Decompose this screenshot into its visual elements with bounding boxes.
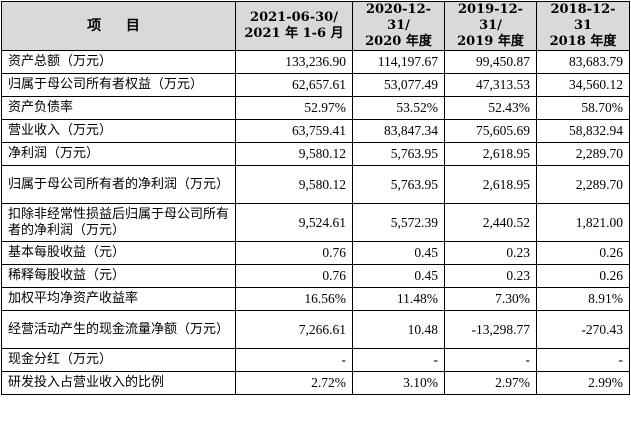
cell-value: 1,821.00 — [536, 203, 630, 242]
cell-value: 5,572.39 — [352, 203, 445, 242]
table-row: 净利润（万元） 9,580.12 5,763.95 2,618.95 2,289… — [1, 142, 630, 166]
cell-value: 47,313.53 — [444, 73, 537, 97]
row-label: 研发投入占营业收入的比例 — [1, 371, 236, 395]
header-col-2021h1: 2021-06-30/ 2021 年 1-6 月 — [235, 1, 353, 51]
cell-value: 11.48% — [352, 287, 445, 311]
financial-summary-table: 项 目 2021-06-30/ 2021 年 1-6 月 2020-12-31/… — [1, 1, 630, 395]
row-label: 稀释每股收益（元） — [1, 264, 236, 288]
row-label: 资产总额（万元） — [1, 50, 236, 74]
cell-value: 9,524.61 — [235, 203, 353, 242]
cell-value: 58,832.94 — [536, 119, 630, 143]
header-col-line2: 2019 年度 — [457, 34, 524, 49]
cell-value: 2,618.95 — [444, 165, 537, 204]
cell-value: 52.97% — [235, 96, 353, 120]
cell-value: 63,759.41 — [235, 119, 353, 143]
cell-value: 2,289.70 — [536, 165, 630, 204]
header-col-2019: 2019-12-31/ 2019 年度 — [444, 1, 537, 51]
header-col-line2: 2018 年度 — [549, 34, 617, 49]
header-col-line2: 2020 年度 — [365, 34, 432, 49]
cell-value: -270.43 — [536, 310, 630, 349]
table-row: 扣除非经常性损益后归属于母公司所有者的净利润（万元） 9,524.61 5,57… — [1, 203, 630, 242]
cell-value: 0.45 — [352, 241, 445, 265]
cell-value: 2,440.52 — [444, 203, 537, 242]
row-label: 经营活动产生的现金流量净额（万元） — [1, 310, 236, 349]
cell-value: 83,683.79 — [536, 50, 630, 74]
table-row: 归属于母公司所有者权益（万元） 62,657.61 53,077.49 47,3… — [1, 73, 630, 97]
cell-value: 83,847.34 — [352, 119, 445, 143]
cell-value: 0.26 — [536, 264, 630, 288]
cell-value: 10.48 — [352, 310, 445, 349]
header-col-2020: 2020-12-31/ 2020 年度 — [352, 1, 445, 51]
cell-value: 58.70% — [536, 96, 630, 120]
cell-value: 9,580.12 — [235, 142, 353, 166]
cell-value: 9,580.12 — [235, 165, 353, 204]
table-row: 研发投入占营业收入的比例 2.72% 3.10% 2.97% 2.99% — [1, 371, 630, 395]
cell-value: 0.26 — [536, 241, 630, 265]
table-row: 基本每股收益（元） 0.76 0.45 0.23 0.26 — [1, 241, 630, 265]
table-row: 营业收入（万元） 63,759.41 83,847.34 75,605.69 5… — [1, 119, 630, 143]
table-row: 稀释每股收益（元） 0.76 0.45 0.23 0.26 — [1, 264, 630, 288]
header-col-2018: 2018-12-31 2018 年度 — [536, 1, 630, 51]
cell-value: 2,618.95 — [444, 142, 537, 166]
cell-value: 2.99% — [536, 371, 630, 395]
row-label: 资产负债率 — [1, 96, 236, 120]
row-label: 加权平均净资产收益率 — [1, 287, 236, 311]
cell-value: 133,236.90 — [235, 50, 353, 74]
cell-value: 2.72% — [235, 371, 353, 395]
cell-value: 7,266.61 — [235, 310, 353, 349]
cell-value: -13,298.77 — [444, 310, 537, 349]
cell-value: 75,605.69 — [444, 119, 537, 143]
row-label: 归属于母公司所有者的净利润（万元） — [1, 165, 236, 204]
cell-value: 3.10% — [352, 371, 445, 395]
cell-value: - — [444, 348, 537, 372]
table-row: 归属于母公司所有者的净利润（万元） 9,580.12 5,763.95 2,61… — [1, 165, 630, 204]
cell-value: 114,197.67 — [352, 50, 445, 74]
header-col-line1: 2019-12-31/ — [457, 2, 524, 34]
table-row: 资产总额（万元） 133,236.90 114,197.67 99,450.87… — [1, 50, 630, 74]
cell-value: 53,077.49 — [352, 73, 445, 97]
header-col-line1: 2021-06-30/ — [250, 10, 338, 25]
cell-value: 0.45 — [352, 264, 445, 288]
cell-value: 16.56% — [235, 287, 353, 311]
cell-value: 53.52% — [352, 96, 445, 120]
row-label: 净利润（万元） — [1, 142, 236, 166]
cell-value: 5,763.95 — [352, 165, 445, 204]
table-row: 加权平均净资产收益率 16.56% 11.48% 7.30% 8.91% — [1, 287, 630, 311]
row-label: 基本每股收益（元） — [1, 241, 236, 265]
cell-value: 0.76 — [235, 264, 353, 288]
table-row: 现金分红（万元） - - - - — [1, 348, 630, 372]
row-label: 扣除非经常性损益后归属于母公司所有者的净利润（万元） — [1, 203, 236, 242]
cell-value: 0.23 — [444, 264, 537, 288]
cell-value: 34,560.12 — [536, 73, 630, 97]
cell-value: 99,450.87 — [444, 50, 537, 74]
cell-value: 52.43% — [444, 96, 537, 120]
cell-value: - — [235, 348, 353, 372]
header-col-line2: 2021 年 1-6 月 — [244, 26, 344, 41]
header-col-line1: 2020-12-31/ — [365, 2, 432, 34]
header-col-line1: 2018-12-31 — [550, 2, 616, 34]
cell-value: 2.97% — [444, 371, 537, 395]
cell-value: 62,657.61 — [235, 73, 353, 97]
header-item: 项 目 — [1, 1, 236, 51]
row-label: 归属于母公司所有者权益（万元） — [1, 73, 236, 97]
row-label: 营业收入（万元） — [1, 119, 236, 143]
table-row: 经营活动产生的现金流量净额（万元） 7,266.61 10.48 -13,298… — [1, 310, 630, 349]
cell-value: 7.30% — [444, 287, 537, 311]
cell-value: 5,763.95 — [352, 142, 445, 166]
row-label: 现金分红（万元） — [1, 348, 236, 372]
cell-value: - — [352, 348, 445, 372]
cell-value: 0.76 — [235, 241, 353, 265]
cell-value: 8.91% — [536, 287, 630, 311]
table-row: 资产负债率 52.97% 53.52% 52.43% 58.70% — [1, 96, 630, 120]
cell-value: - — [536, 348, 630, 372]
cell-value: 0.23 — [444, 241, 537, 265]
cell-value: 2,289.70 — [536, 142, 630, 166]
table-header-row: 项 目 2021-06-30/ 2021 年 1-6 月 2020-12-31/… — [1, 1, 630, 51]
